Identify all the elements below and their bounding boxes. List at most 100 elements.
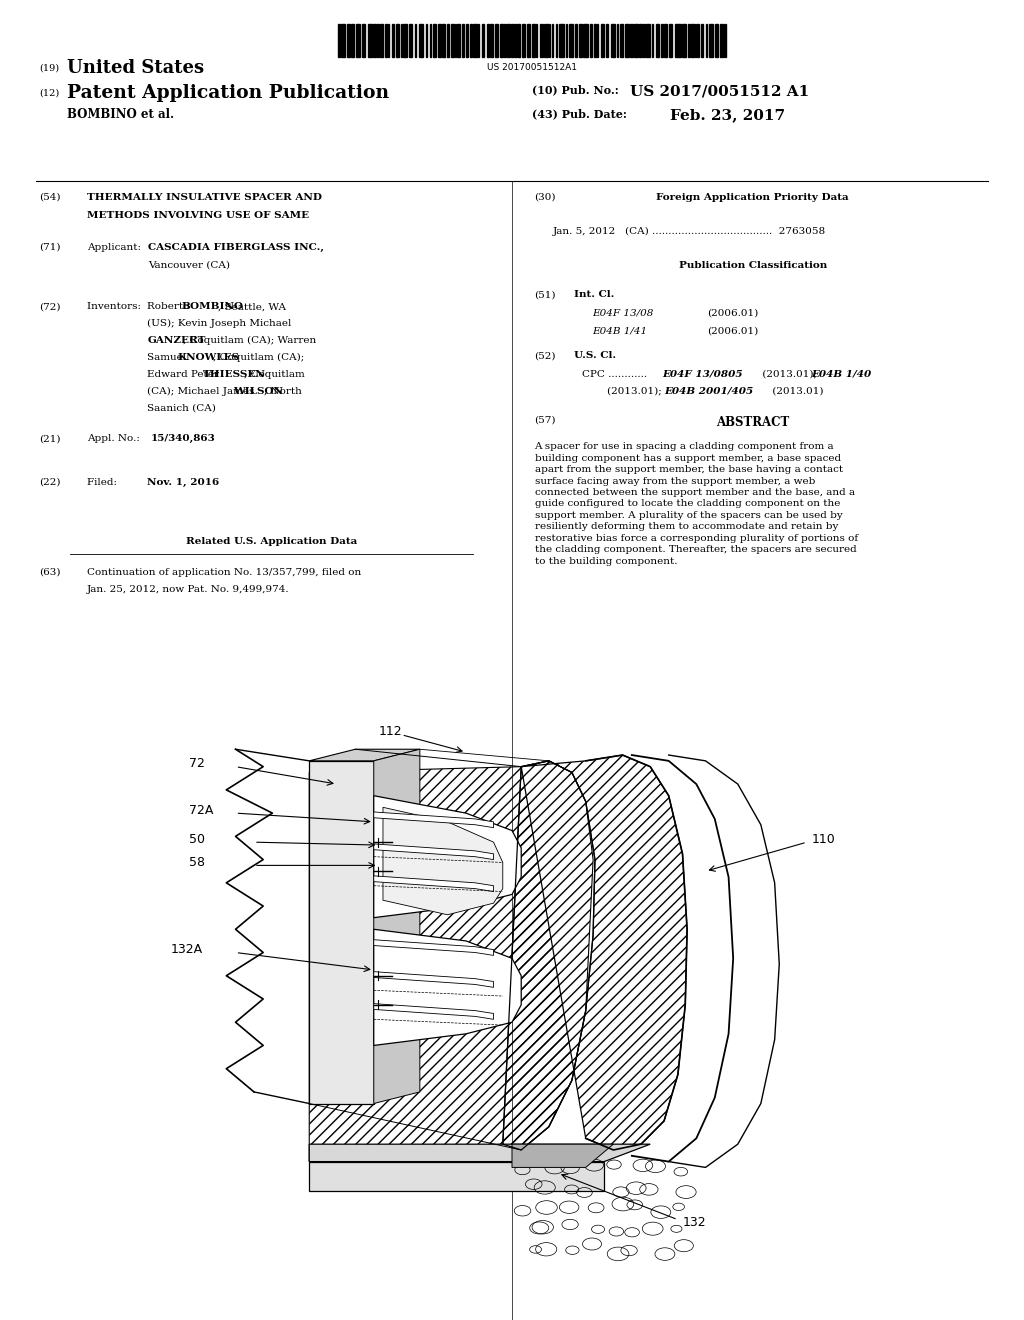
Polygon shape (374, 876, 494, 891)
Polygon shape (309, 1162, 604, 1191)
Text: Vancouver (CA): Vancouver (CA) (148, 260, 230, 269)
Polygon shape (374, 1003, 494, 1019)
Text: GANZERT: GANZERT (147, 337, 206, 345)
Text: (43) Pub. Date:: (43) Pub. Date: (532, 108, 628, 119)
Text: Inventors:: Inventors: (87, 302, 144, 312)
Bar (601, 24, 604, 57)
Bar (536, 24, 538, 57)
Text: (10) Pub. No.:: (10) Pub. No.: (532, 84, 624, 95)
Text: THERMALLY INSULATIVE SPACER AND: THERMALLY INSULATIVE SPACER AND (87, 193, 322, 202)
Bar (403, 24, 408, 57)
Bar (517, 24, 520, 57)
Text: (63): (63) (39, 568, 60, 577)
Bar (694, 24, 696, 57)
Bar (709, 24, 713, 57)
Bar (639, 24, 642, 57)
Text: Int. Cl.: Int. Cl. (574, 290, 614, 300)
Bar (341, 24, 345, 57)
Text: BOMBINO: BOMBINO (182, 302, 244, 312)
Bar (388, 24, 389, 57)
Text: Continuation of application No. 13/357,799, filed on: Continuation of application No. 13/357,7… (87, 568, 361, 577)
Bar (410, 24, 412, 57)
Text: THIESSEN: THIESSEN (204, 370, 266, 379)
Bar (606, 24, 608, 57)
Text: E04B 1/40: E04B 1/40 (811, 370, 871, 379)
Bar (720, 24, 722, 57)
Bar (552, 24, 553, 57)
Bar (662, 24, 664, 57)
Text: 132: 132 (683, 1216, 707, 1229)
Text: (72): (72) (39, 302, 60, 312)
Polygon shape (383, 808, 503, 915)
Text: , Seattle, WA: , Seattle, WA (218, 302, 286, 312)
Text: (12): (12) (39, 88, 59, 98)
Bar (487, 24, 488, 57)
Bar (426, 24, 427, 57)
Text: Related U.S. Application Data: Related U.S. Application Data (185, 537, 357, 546)
Bar (522, 24, 525, 57)
Text: Applicant:: Applicant: (87, 243, 144, 252)
Bar (478, 24, 479, 57)
Bar (701, 24, 703, 57)
Bar (395, 24, 398, 57)
Bar (501, 24, 503, 57)
Text: CPC ............: CPC ............ (582, 370, 653, 379)
Bar (338, 24, 340, 57)
Bar (385, 24, 387, 57)
Polygon shape (309, 750, 420, 760)
Polygon shape (374, 843, 494, 859)
Bar (696, 24, 698, 57)
Text: (2013.01): (2013.01) (769, 387, 823, 396)
Text: (71): (71) (39, 243, 60, 252)
Bar (355, 24, 359, 57)
Polygon shape (309, 760, 374, 1104)
Text: (US); Kevin Joseph Michael: (US); Kevin Joseph Michael (147, 319, 292, 329)
Bar (665, 24, 668, 57)
Text: US 2017/0051512 A1: US 2017/0051512 A1 (630, 84, 809, 99)
Bar (452, 24, 454, 57)
Text: Publication Classification: Publication Classification (679, 261, 826, 271)
Text: (21): (21) (39, 434, 60, 444)
Text: Saanich (CA): Saanich (CA) (147, 404, 216, 413)
Bar (680, 24, 681, 57)
Text: (52): (52) (535, 351, 556, 360)
Text: Jan. 5, 2012   (CA) .....................................  2763058: Jan. 5, 2012 (CA) ......................… (553, 227, 826, 236)
Text: KNOWLES: KNOWLES (177, 352, 240, 362)
Bar (473, 24, 477, 57)
Bar (430, 24, 431, 57)
Bar (532, 24, 535, 57)
Polygon shape (309, 1144, 650, 1162)
Bar (490, 24, 493, 57)
Text: 132A: 132A (171, 942, 203, 956)
Polygon shape (374, 796, 521, 917)
Text: 112: 112 (379, 725, 402, 738)
Bar (361, 24, 365, 57)
Text: , North: , North (264, 387, 302, 396)
Bar (496, 24, 499, 57)
Text: 58: 58 (189, 855, 206, 869)
Text: U.S. Cl.: U.S. Cl. (574, 351, 616, 360)
Text: , Coquitlam (CA);: , Coquitlam (CA); (213, 352, 305, 362)
Text: A spacer for use in spacing a cladding component from a
building component has a: A spacer for use in spacing a cladding c… (535, 442, 858, 566)
Bar (652, 24, 653, 57)
Text: Samuel: Samuel (147, 352, 189, 362)
Bar (351, 24, 353, 57)
Bar (575, 24, 577, 57)
Bar (630, 24, 633, 57)
Text: WILSON: WILSON (233, 387, 284, 396)
Bar (470, 24, 472, 57)
Bar (655, 24, 658, 57)
Text: US 20170051512A1: US 20170051512A1 (487, 63, 578, 73)
Text: , Coquitlam: , Coquitlam (245, 370, 305, 379)
Bar (682, 24, 686, 57)
Bar (543, 24, 544, 57)
Polygon shape (374, 812, 494, 828)
Text: E04F 13/08: E04F 13/08 (592, 309, 653, 318)
Text: 50: 50 (189, 833, 206, 846)
Bar (643, 24, 645, 57)
Text: 72A: 72A (189, 804, 214, 817)
Bar (559, 24, 563, 57)
Text: (CA); Michael James: (CA); Michael James (147, 387, 258, 396)
Text: Feb. 23, 2017: Feb. 23, 2017 (670, 108, 784, 123)
Text: Filed:: Filed: (87, 478, 136, 487)
